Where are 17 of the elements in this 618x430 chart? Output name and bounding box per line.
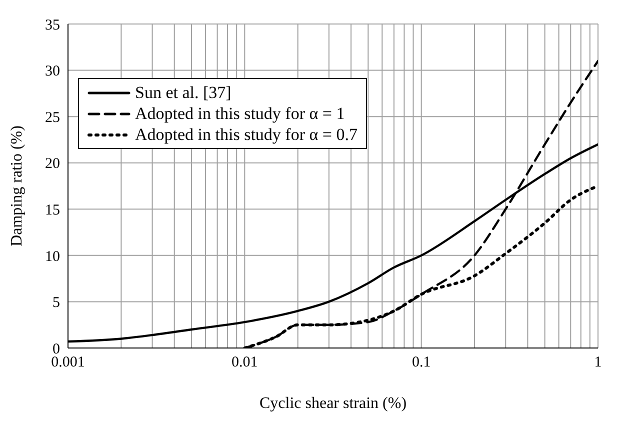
x-tick-label: 1 [594, 354, 602, 371]
y-tick-label: 5 [52, 295, 60, 312]
y-tick-label: 30 [45, 64, 60, 80]
x-tick-label: 0.01 [232, 354, 258, 371]
x-tick-label: 0.001 [51, 354, 85, 371]
y-tick-label: 20 [45, 156, 60, 172]
legend-label: Adopted in this study for α = 0.7 [135, 124, 358, 145]
x-tick-label: 0.1 [412, 354, 431, 371]
y-axis-title: Damping ratio (%) [8, 126, 26, 246]
y-tick-label: 25 [45, 110, 60, 126]
y-tick-label: 0 [52, 341, 60, 358]
legend-label: Adopted in this study for α = 1 [135, 103, 345, 124]
y-tick-label: 35 [45, 17, 60, 34]
x-axis-title: Cyclic shear strain (%) [259, 395, 407, 412]
legend-label: Sun et al. [37] [135, 82, 232, 103]
y-tick-label: 15 [45, 202, 60, 218]
y-tick-label: 10 [45, 248, 60, 265]
